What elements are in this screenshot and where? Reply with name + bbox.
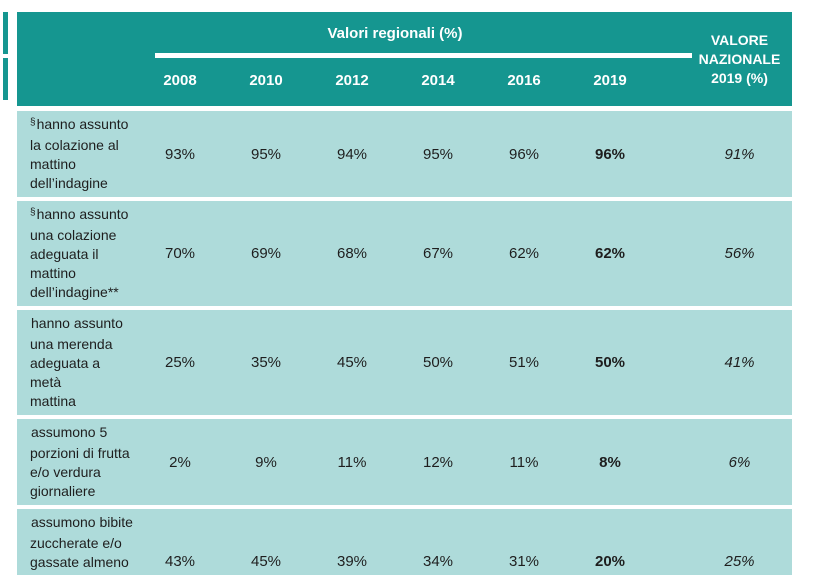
- value-cell-2016: 62%: [508, 245, 540, 262]
- value-cell-2008: 43%: [164, 553, 196, 570]
- value-cell-national: 56%: [724, 245, 755, 262]
- value-cell-2019: 96%: [594, 145, 626, 163]
- left-edge-notch: [3, 54, 8, 58]
- value-cell-2008: 93%: [164, 145, 196, 163]
- footnote-marker: §: [30, 117, 36, 128]
- value-cell-2010: 45%: [250, 553, 282, 570]
- value-cell-2010: 69%: [250, 245, 282, 262]
- value-cell-2019: 20%: [594, 553, 626, 570]
- value-cell-2012: 94%: [336, 145, 368, 163]
- value-cell-2008: 2%: [169, 453, 191, 471]
- year-column-header-2012: 2012: [335, 72, 369, 89]
- row-label: §hanno assunto la colazione al mattino d…: [17, 111, 137, 197]
- value-cell-2014: 50%: [422, 354, 454, 371]
- regional-values-title: Valori regionali (%): [327, 25, 463, 42]
- table-header: Valori regionali (%) 2008 2010 2012 2014…: [17, 12, 792, 106]
- year-column-header-2010: 2010: [249, 72, 283, 89]
- survey-table: Valori regionali (%) 2008 2010 2012 2014…: [17, 12, 792, 575]
- national-value-header: VALORE NAZIONALE 2019 (%): [653, 12, 792, 106]
- value-cell-2016: 31%: [508, 553, 540, 570]
- value-cell-2010: 35%: [250, 354, 282, 371]
- year-column-header-2008: 2008: [163, 72, 197, 89]
- value-cell-2019: 8%: [599, 453, 621, 471]
- value-cell-2014: 12%: [422, 453, 454, 471]
- value-cell-2014: 67%: [422, 245, 454, 262]
- row-label: assumono 5 porzioni di frutta e/o verdur…: [17, 419, 137, 505]
- table-row-sugary-drinks: assumono bibite zuccherate e/o gassate a…: [17, 509, 792, 575]
- value-cell-2019: 62%: [594, 245, 626, 262]
- row-label-text: assumono bibite zuccherate e/o gassate a…: [30, 514, 133, 575]
- value-cell-2014: 34%: [422, 553, 454, 570]
- value-cell-2014: 95%: [422, 145, 454, 163]
- table-row-midmorning-snack: hanno assunto una merenda adeguata a met…: [17, 310, 792, 415]
- value-cell-2016: 96%: [508, 145, 540, 163]
- year-column-header-2016: 2016: [507, 72, 541, 89]
- value-cell-2010: 9%: [255, 453, 277, 471]
- value-cell-2016: 11%: [509, 453, 539, 471]
- value-cell-national: 6%: [728, 453, 751, 471]
- value-cell-2016: 51%: [508, 354, 540, 371]
- value-cell-2012: 45%: [336, 354, 368, 371]
- value-cell-2012: 68%: [336, 245, 368, 262]
- value-cell-national: 41%: [724, 354, 755, 371]
- table-row-breakfast: §hanno assunto la colazione al mattino d…: [17, 111, 792, 197]
- row-label-text: assumono 5 porzioni di frutta e/o verdur…: [30, 424, 130, 499]
- row-label-text: hanno assunto la colazione al mattino de…: [30, 116, 129, 191]
- value-cell-2010: 95%: [250, 145, 282, 163]
- value-cell-2008: 25%: [164, 354, 196, 371]
- row-label: hanno assunto una merenda adeguata a met…: [17, 310, 137, 415]
- table-row-fruit-vegetables: assumono 5 porzioni di frutta e/o verdur…: [17, 419, 792, 505]
- left-edge-decoration: [3, 12, 8, 100]
- row-label: §hanno assunto una colazione adeguata il…: [17, 201, 137, 306]
- row-label: assumono bibite zuccherate e/o gassate a…: [17, 509, 137, 575]
- year-column-header-2019: 2019: [593, 72, 627, 89]
- national-value-header-label: VALORE NAZIONALE 2019 (%): [698, 31, 781, 86]
- value-cell-2019: 50%: [594, 354, 626, 371]
- year-column-header-2014: 2014: [421, 72, 455, 89]
- row-label-text: hanno assunto una colazione adeguata il …: [30, 206, 129, 300]
- value-cell-2008: 70%: [164, 245, 196, 262]
- value-cell-2012: 11%: [337, 453, 367, 471]
- footnote-marker: §: [30, 207, 36, 218]
- value-cell-national: 91%: [724, 145, 755, 163]
- row-label-text: hanno assunto una merenda adeguata a met…: [30, 315, 123, 409]
- header-divider-line: [155, 53, 692, 58]
- value-cell-national: 25%: [724, 553, 755, 570]
- year-columns-header: 2008 2010 2012 2014 2016 2019: [137, 72, 653, 89]
- value-cell-2012: 39%: [336, 553, 368, 570]
- table-row-adequate-breakfast: §hanno assunto una colazione adeguata il…: [17, 201, 792, 306]
